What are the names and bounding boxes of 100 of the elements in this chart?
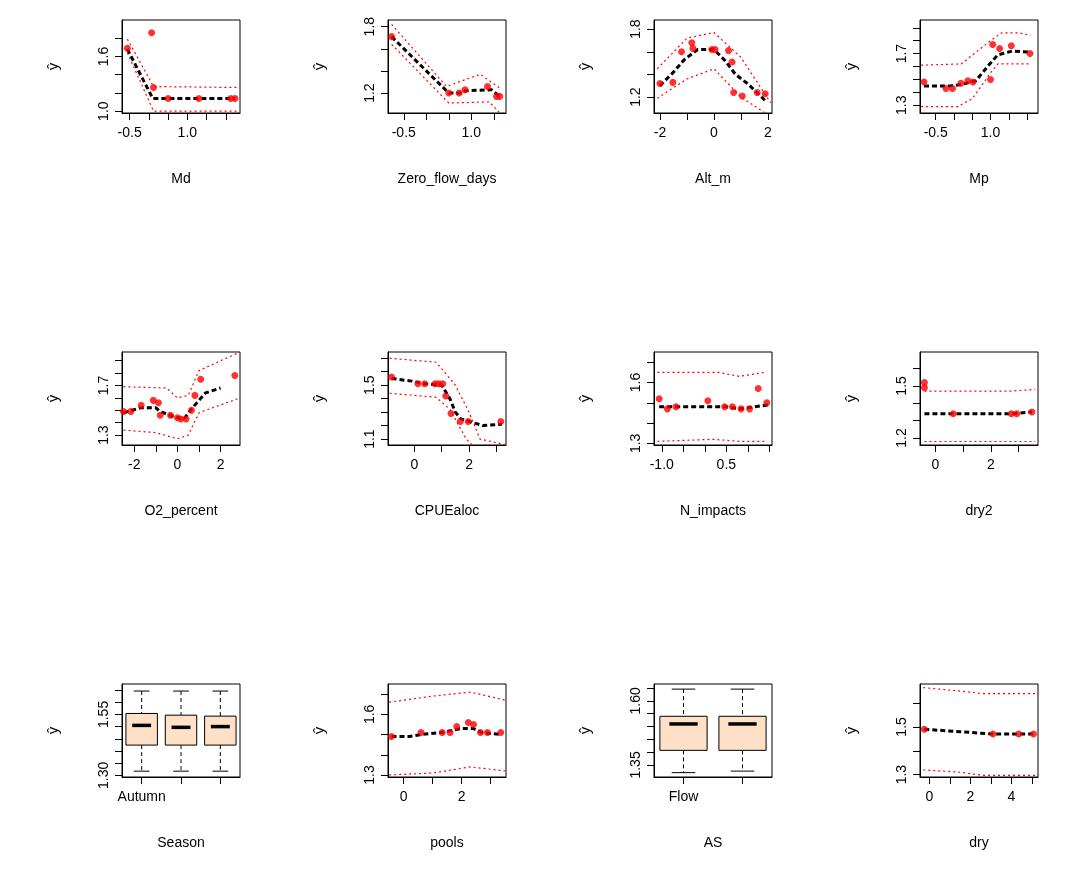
point xyxy=(704,397,712,405)
point xyxy=(231,372,239,380)
y-axis-title: ŷ xyxy=(576,62,593,71)
point xyxy=(123,44,131,52)
point xyxy=(655,395,663,403)
point xyxy=(388,373,396,381)
y-axis-title: ŷ xyxy=(44,62,61,71)
point xyxy=(721,403,729,411)
x-axis-title: Season xyxy=(157,834,205,850)
x-tick-label: 2 xyxy=(216,456,225,472)
y-tick-label: 1.8 xyxy=(627,19,643,39)
point xyxy=(484,82,492,90)
y-tick-label: 1.1 xyxy=(361,429,377,449)
point xyxy=(761,90,769,98)
y-axis-title: ŷ xyxy=(310,62,327,71)
x-axis-title: dry xyxy=(969,834,989,850)
y-tick-label: 1.2 xyxy=(893,428,909,448)
x-tick-label: 2 xyxy=(987,456,996,472)
point xyxy=(197,375,205,383)
point xyxy=(187,406,195,414)
y-tick-label: 1.5 xyxy=(361,375,377,395)
y-tick-label: 1.5 xyxy=(893,716,909,737)
y-tick-label: 1.3 xyxy=(627,433,643,454)
point xyxy=(461,86,469,94)
y-tick-label: 1.6 xyxy=(627,372,643,393)
y-tick-label: 1.30 xyxy=(95,761,111,789)
line-series xyxy=(920,32,1032,66)
x-tick-label: Flow xyxy=(668,788,700,804)
line-series xyxy=(656,68,766,114)
x-tick-label: 1.0 xyxy=(461,124,482,140)
line-series xyxy=(122,351,241,399)
point xyxy=(957,79,965,87)
point xyxy=(942,84,950,92)
x-axis-title: CPUEaloc xyxy=(414,502,480,518)
x-tick-label: 2 xyxy=(457,788,466,804)
x-tick-label: -0.5 xyxy=(391,124,417,140)
line-series xyxy=(656,31,772,104)
point xyxy=(678,48,686,56)
point xyxy=(464,418,472,426)
y-tick-label: 1.35 xyxy=(627,751,643,779)
x-axis-title: Alt_m xyxy=(695,170,731,186)
x-tick-label: 2 xyxy=(465,456,474,472)
point xyxy=(445,89,453,97)
point xyxy=(746,405,754,413)
point xyxy=(137,401,145,409)
point xyxy=(127,408,135,416)
x-axis-title: pools xyxy=(430,834,464,850)
y-tick-label: 1.7 xyxy=(893,43,909,64)
point xyxy=(167,411,175,419)
x-tick-label: 4 xyxy=(1007,788,1016,804)
point xyxy=(989,41,997,49)
y-axis-title: ŷ xyxy=(842,726,859,735)
point xyxy=(497,418,505,426)
x-tick-label: -0.5 xyxy=(117,124,142,140)
point xyxy=(156,411,164,419)
x-tick-label: -0.5 xyxy=(923,124,948,140)
y-tick-label: 1.2 xyxy=(627,87,643,107)
x-axis-title: Zero_flow_days xyxy=(397,170,497,186)
line-series xyxy=(391,23,502,90)
y-axis-title: ŷ xyxy=(576,726,593,735)
point xyxy=(1007,42,1015,50)
x-tick-label: 0.5 xyxy=(716,456,737,472)
point xyxy=(920,384,928,392)
point xyxy=(195,94,203,102)
y-tick-label: 1.0 xyxy=(95,101,111,121)
y-tick-label: 1.55 xyxy=(95,700,111,729)
point xyxy=(738,92,746,100)
line-series xyxy=(389,392,473,446)
y-axis-title: ŷ xyxy=(44,394,61,403)
point xyxy=(442,392,450,400)
point xyxy=(754,385,762,393)
point xyxy=(949,410,957,418)
x-axis-title: N_impacts xyxy=(679,502,747,518)
point xyxy=(672,403,680,411)
point xyxy=(456,418,464,426)
point xyxy=(439,380,447,388)
x-tick-label: 0 xyxy=(710,124,719,140)
x-tick-label: -1.0 xyxy=(649,456,675,472)
point xyxy=(730,89,738,97)
x-tick-label: Autumn xyxy=(117,788,166,804)
point xyxy=(150,83,158,91)
point xyxy=(656,80,664,88)
y-tick-label: 1.6 xyxy=(361,704,377,725)
y-tick-label: 1.5 xyxy=(893,375,909,396)
y-tick-label: 1.60 xyxy=(627,687,643,715)
x-tick-label: 0 xyxy=(925,788,934,804)
point xyxy=(154,399,162,407)
point xyxy=(1026,50,1034,58)
point xyxy=(414,380,422,388)
point xyxy=(987,75,995,83)
point xyxy=(689,44,697,52)
y-axis-title: ŷ xyxy=(842,62,859,71)
y-axis-title: ŷ xyxy=(44,726,61,735)
y-axis-title: ŷ xyxy=(842,394,859,403)
point xyxy=(663,405,671,413)
line-series xyxy=(388,691,506,703)
point xyxy=(1013,410,1021,418)
x-axis-title: Md xyxy=(171,170,191,186)
x-axis-title: AS xyxy=(703,834,723,850)
y-tick-label: 1.3 xyxy=(893,95,909,115)
